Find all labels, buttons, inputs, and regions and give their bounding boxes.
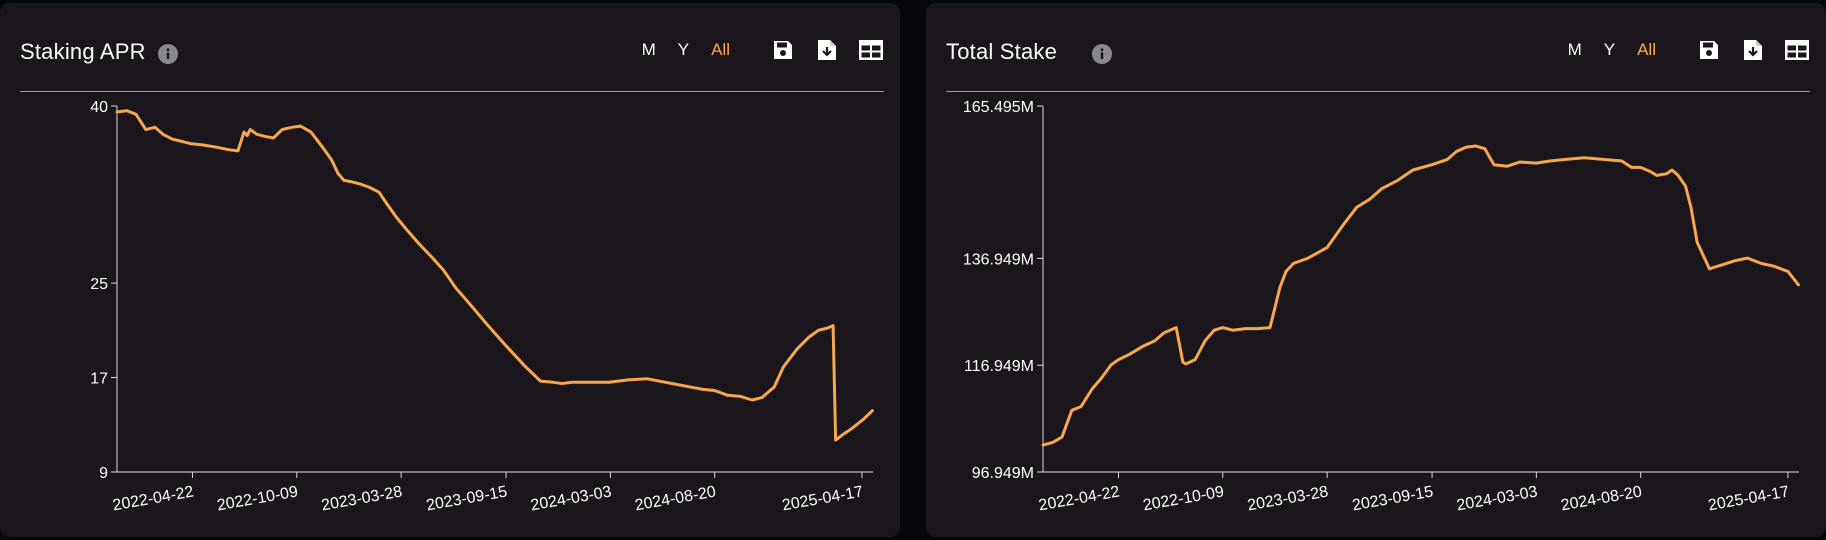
x-tick-label: 2024-08-20: [634, 483, 718, 514]
table-icon[interactable]: [858, 37, 884, 63]
file-download-icon[interactable]: [1740, 37, 1766, 63]
total-stake-chart: 165.495M 136.949M 116.949M 96.949M2022-04-2…: [963, 99, 1800, 514]
x-tick-label: 2024-03-03: [1455, 483, 1539, 514]
y-tick-label: 40: [90, 99, 108, 116]
x-tick-label: 2025-04-17: [781, 483, 865, 514]
chart-controls: M Y All: [1568, 35, 1810, 65]
range-button-month[interactable]: M: [641, 40, 656, 59]
range-button-year[interactable]: Y: [677, 40, 690, 59]
range-button-year[interactable]: Y: [1603, 40, 1616, 59]
x-tick-label: 2024-08-20: [1560, 483, 1644, 514]
x-tick-label: 2024-03-03: [529, 483, 613, 514]
x-tick-label: 2022-04-22: [1037, 483, 1121, 514]
x-tick-label: 2023-09-15: [425, 483, 509, 514]
info-icon[interactable]: [1092, 44, 1112, 64]
total-stake-panel: Total Stake M Y All 165.495M 136.949M 116.…: [926, 3, 1826, 537]
panel-title: Staking APR: [20, 39, 146, 64]
series-line: [115, 109, 874, 442]
chart-controls: M Y All: [642, 35, 884, 65]
range-button-all[interactable]: All: [1637, 40, 1656, 59]
panel-header: Staking APR M Y All: [20, 33, 884, 77]
header-divider: [946, 91, 1810, 92]
x-tick-label: 2022-10-09: [216, 483, 300, 514]
y-tick-label: 25: [90, 276, 108, 293]
floppy-disk-icon[interactable]: [1696, 37, 1722, 63]
range-button-month[interactable]: M: [1567, 40, 1582, 59]
file-download-icon[interactable]: [814, 37, 840, 63]
x-tick-label: 2025-04-17: [1707, 483, 1791, 514]
floppy-disk-icon[interactable]: [770, 37, 796, 63]
x-tick-label: 2023-09-15: [1351, 483, 1435, 514]
info-icon[interactable]: [158, 44, 178, 64]
header-divider: [20, 91, 884, 92]
y-tick-label: 116.949M: [964, 358, 1034, 375]
table-icon[interactable]: [1784, 37, 1810, 63]
x-tick-label: 2023-03-28: [320, 483, 404, 514]
x-tick-label: 2022-04-22: [111, 483, 195, 514]
range-button-all[interactable]: All: [711, 40, 730, 59]
x-tick-label: 2023-03-28: [1246, 483, 1330, 514]
y-tick-label: 17: [90, 371, 108, 388]
y-tick-label: 136.949M: [963, 251, 1034, 268]
panel-header: Total Stake M Y All: [946, 33, 1810, 77]
y-tick-label: 165.495M: [963, 99, 1034, 116]
y-tick-label: 96.949M: [972, 465, 1034, 482]
y-tick-label: 9: [99, 465, 108, 482]
staking-apr-panel: Staking APR M Y All 40 25 17 9 2022-04-22 202…: [0, 3, 900, 537]
x-tick-label: 2022-10-09: [1142, 483, 1226, 514]
panel-title: Total Stake: [946, 39, 1058, 64]
series-line: [1041, 144, 1800, 447]
